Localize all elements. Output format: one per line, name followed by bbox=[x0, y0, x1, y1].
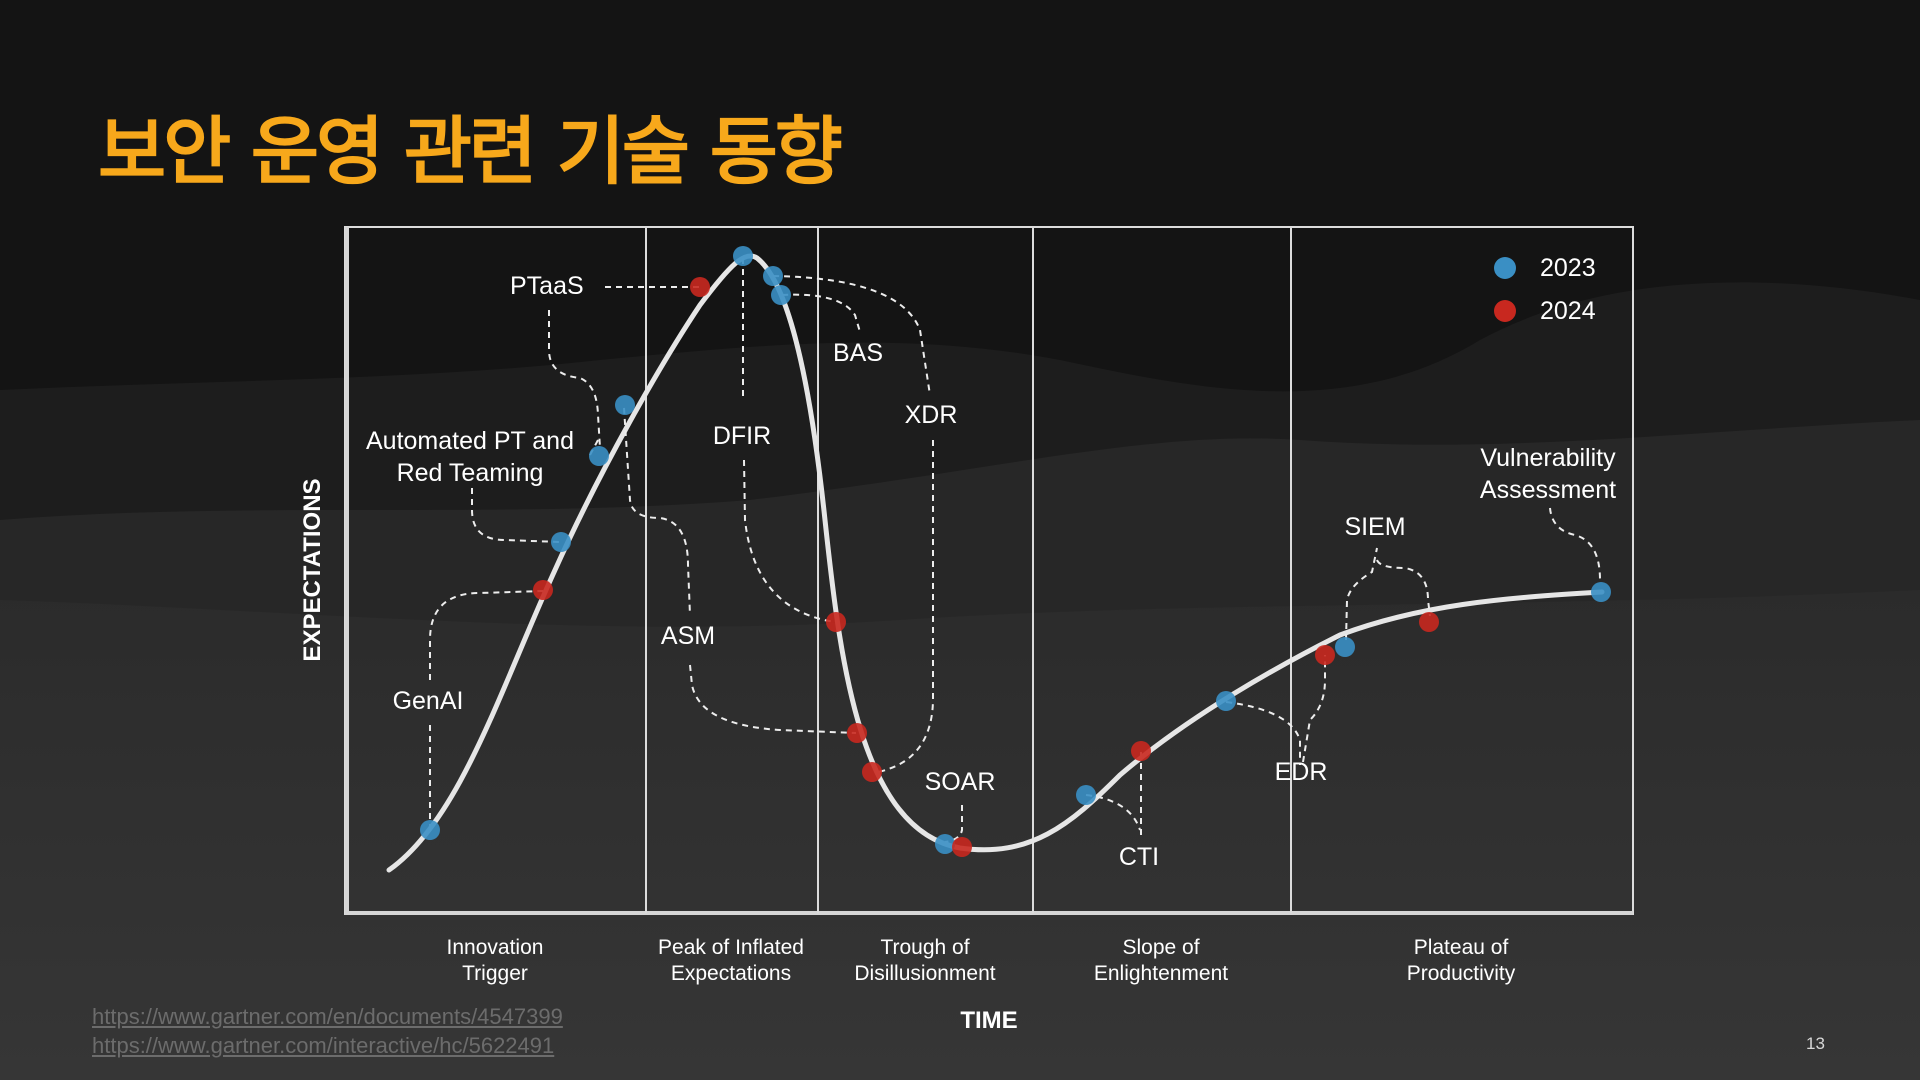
dot-xdr-2024 bbox=[862, 762, 882, 782]
phase-slope-line1: Slope of bbox=[1122, 936, 1199, 959]
dot-asm-2024 bbox=[847, 723, 867, 743]
legend-2024-marker bbox=[1494, 300, 1516, 322]
leader-edr-2023 bbox=[1225, 701, 1301, 765]
dot-dfir-2023 bbox=[733, 246, 753, 266]
label-dfir: DFIR bbox=[713, 422, 771, 450]
dot-siem-2024 bbox=[1419, 612, 1439, 632]
phase-plateau-line1: Plateau of bbox=[1414, 936, 1509, 959]
phase-peak-line2: Expectations bbox=[671, 962, 791, 985]
x-axis-label: TIME bbox=[960, 1007, 1017, 1034]
dot-cti-2023 bbox=[1076, 785, 1096, 805]
leader-bas bbox=[781, 293, 861, 333]
leader-siem-2024 bbox=[1376, 559, 1431, 617]
dot-genai-2024 bbox=[533, 580, 553, 600]
leader-ptaas-2023 bbox=[548, 310, 601, 449]
label-bas: BAS bbox=[833, 339, 883, 367]
hill-front bbox=[0, 590, 1920, 1080]
dot-ptaas-2023 bbox=[589, 446, 609, 466]
phase-plateau-line2: Productivity bbox=[1407, 962, 1516, 985]
label-ptaas: PTaaS bbox=[510, 272, 584, 300]
phase-slope-line2: Enlightenment bbox=[1094, 962, 1228, 985]
phase-innovation-line1: Innovation bbox=[447, 936, 544, 959]
reference-link-1[interactable]: https://www.gartner.com/en/documents/454… bbox=[92, 1004, 563, 1029]
legend-2023-marker bbox=[1494, 257, 1516, 279]
slide-title: 보안 운영 관련 기술 동향 bbox=[98, 109, 843, 195]
leader-vuln bbox=[1549, 507, 1601, 581]
dot-genai-2023 bbox=[420, 820, 440, 840]
dot-vuln-2023 bbox=[1591, 582, 1611, 602]
dot-bas-2023 bbox=[771, 285, 791, 305]
label-genai: GenAI bbox=[393, 687, 464, 715]
leader-automated bbox=[471, 488, 561, 543]
reference-links: https://www.gartner.com/en/documents/454… bbox=[92, 1002, 563, 1060]
dot-soar-2024 bbox=[952, 837, 972, 857]
chart-frame bbox=[344, 226, 1634, 915]
dot-xdr-2023 bbox=[763, 266, 783, 286]
dot-edr-2024 bbox=[1315, 645, 1335, 665]
label-soar: SOAR bbox=[925, 768, 996, 796]
leader-asm-2023 bbox=[623, 407, 691, 616]
legend-2024-label: 2024 bbox=[1540, 297, 1596, 325]
phase-trough-line1: Trough of bbox=[880, 936, 969, 959]
label-automated-line2: Red Teaming bbox=[397, 459, 544, 487]
legend-2023-label: 2023 bbox=[1540, 254, 1596, 282]
dot-siem-2023 bbox=[1335, 637, 1355, 657]
label-xdr: XDR bbox=[905, 401, 958, 429]
label-automated-line1: Automated PT and bbox=[366, 427, 574, 455]
leader-edr-2024 bbox=[1302, 655, 1326, 763]
label-asm: ASM bbox=[661, 622, 715, 650]
dot-ptaas-2024 bbox=[690, 277, 710, 297]
label-vuln-line2: Assessment bbox=[1480, 476, 1616, 504]
label-edr: EDR bbox=[1275, 758, 1328, 786]
leader-xdr-2023 bbox=[772, 275, 931, 396]
page-number: 13 bbox=[1806, 1034, 1825, 1053]
leader-cti-2023 bbox=[1085, 794, 1141, 831]
phase-innovation-line2: Trigger bbox=[462, 962, 528, 985]
y-axis-label: EXPECTATIONS bbox=[299, 478, 326, 661]
dot-edr-2023 bbox=[1216, 691, 1236, 711]
label-siem: SIEM bbox=[1344, 513, 1405, 541]
dot-cti-2024 bbox=[1131, 741, 1151, 761]
label-cti: CTI bbox=[1119, 843, 1159, 871]
dot-automated-pt-2023 bbox=[551, 532, 571, 552]
phase-peak-line1: Peak of Inflated bbox=[658, 936, 804, 959]
dot-soar-2023 bbox=[935, 834, 955, 854]
leader-xdr-2024 bbox=[877, 440, 934, 773]
phase-trough-line2: Disillusionment bbox=[854, 962, 995, 985]
leader-asm-2024 bbox=[689, 664, 857, 734]
leader-siem-2023 bbox=[1345, 547, 1378, 641]
dot-asm-2023 bbox=[615, 395, 635, 415]
leader-genai-2024 bbox=[429, 590, 544, 680]
reference-link-2[interactable]: https://www.gartner.com/interactive/hc/5… bbox=[92, 1033, 555, 1058]
dot-dfir-2024 bbox=[826, 612, 846, 632]
label-vuln-line1: Vulnerability bbox=[1480, 444, 1616, 472]
hype-curve bbox=[386, 253, 1605, 873]
leader-dfir-2024 bbox=[743, 459, 836, 623]
